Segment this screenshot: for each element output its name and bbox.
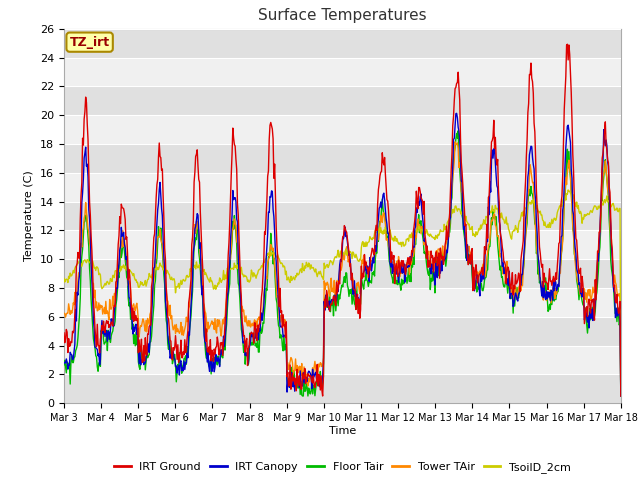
Bar — [64, 144, 621, 173]
Text: TZ_irt: TZ_irt — [70, 36, 109, 48]
Bar — [64, 173, 621, 202]
Bar — [64, 202, 621, 230]
X-axis label: Time: Time — [329, 426, 356, 436]
Bar — [64, 29, 621, 58]
Bar — [64, 259, 621, 288]
Bar — [64, 86, 621, 115]
Bar — [64, 288, 621, 317]
Bar — [64, 374, 621, 403]
Bar — [64, 317, 621, 346]
Y-axis label: Temperature (C): Temperature (C) — [24, 170, 35, 262]
Bar — [64, 58, 621, 86]
Bar — [64, 230, 621, 259]
Bar — [64, 346, 621, 374]
Bar — [64, 115, 621, 144]
Legend: IRT Ground, IRT Canopy, Floor Tair, Tower TAir, TsoilD_2cm: IRT Ground, IRT Canopy, Floor Tair, Towe… — [109, 457, 575, 477]
Title: Surface Temperatures: Surface Temperatures — [258, 9, 427, 24]
